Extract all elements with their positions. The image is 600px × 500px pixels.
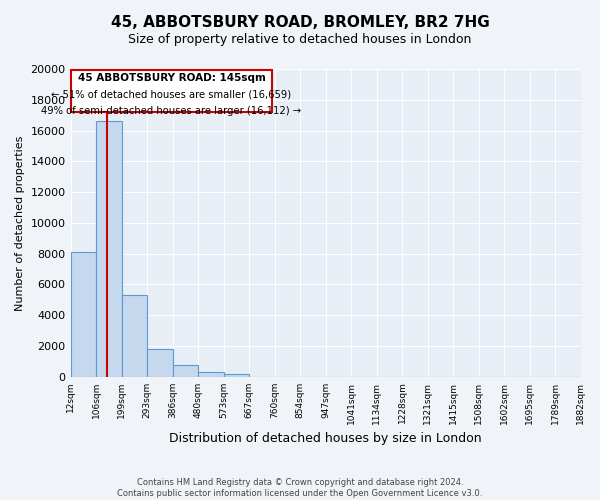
Bar — [147, 349, 173, 376]
Text: Contains HM Land Registry data © Crown copyright and database right 2024.
Contai: Contains HM Land Registry data © Crown c… — [118, 478, 482, 498]
Y-axis label: Number of detached properties: Number of detached properties — [15, 135, 25, 310]
Bar — [224, 374, 249, 376]
Bar — [198, 372, 224, 376]
Text: 49% of semi-detached houses are larger (16,112) →: 49% of semi-detached houses are larger (… — [41, 106, 302, 116]
Bar — [71, 252, 96, 376]
Text: 45 ABBOTSBURY ROAD: 145sqm: 45 ABBOTSBURY ROAD: 145sqm — [77, 73, 265, 83]
Text: ← 51% of detached houses are smaller (16,659): ← 51% of detached houses are smaller (16… — [52, 90, 292, 100]
Bar — [96, 122, 122, 376]
Text: 45, ABBOTSBURY ROAD, BROMLEY, BR2 7HG: 45, ABBOTSBURY ROAD, BROMLEY, BR2 7HG — [110, 15, 490, 30]
FancyBboxPatch shape — [71, 70, 272, 112]
Bar — [122, 295, 147, 376]
X-axis label: Distribution of detached houses by size in London: Distribution of detached houses by size … — [169, 432, 482, 445]
Bar — [173, 365, 198, 376]
Text: Size of property relative to detached houses in London: Size of property relative to detached ho… — [128, 32, 472, 46]
